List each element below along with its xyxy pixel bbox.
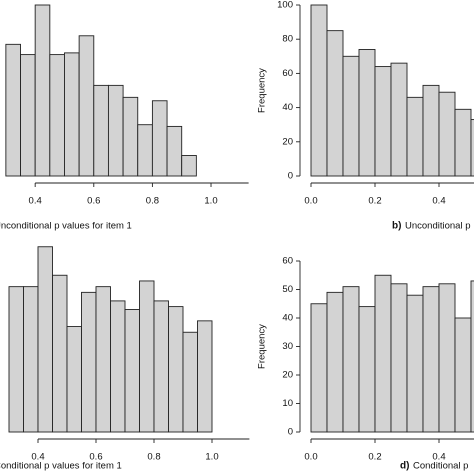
bar bbox=[110, 300, 126, 433]
x-tick-label: 0.0 bbox=[304, 452, 317, 463]
bar bbox=[326, 30, 344, 177]
chart-title: Unconditional p values for item 1 bbox=[0, 221, 132, 232]
bar bbox=[122, 96, 139, 177]
bar bbox=[93, 84, 109, 177]
x-tick-label: 0.4 bbox=[432, 196, 445, 207]
bar bbox=[470, 119, 474, 177]
y-tick-label: 20 bbox=[282, 370, 293, 381]
bar bbox=[181, 155, 197, 177]
y-tick-label: 40 bbox=[282, 313, 293, 324]
bar bbox=[166, 125, 183, 177]
bar bbox=[358, 49, 376, 177]
y-tick-label: 20 bbox=[282, 136, 293, 147]
y-tick-label: 60 bbox=[282, 68, 293, 79]
y-tick-label: 40 bbox=[282, 102, 293, 113]
bar bbox=[49, 54, 65, 177]
y-axis-label: Frequency bbox=[257, 324, 268, 369]
bar bbox=[358, 306, 376, 433]
bar bbox=[168, 306, 184, 433]
bar bbox=[197, 320, 213, 433]
bar bbox=[406, 96, 424, 177]
chart-title: Conditional p bbox=[413, 461, 468, 472]
bar bbox=[454, 108, 472, 177]
bar bbox=[66, 326, 82, 433]
bar bbox=[310, 4, 328, 177]
bar bbox=[52, 274, 68, 433]
bar bbox=[342, 286, 360, 433]
x-tick-label: 0.8 bbox=[146, 196, 159, 207]
chart-title: Unconditional p bbox=[405, 221, 471, 232]
bar bbox=[20, 54, 36, 177]
bar bbox=[37, 246, 53, 433]
y-tick-label: 60 bbox=[282, 256, 293, 267]
bar bbox=[374, 66, 392, 177]
bar bbox=[78, 35, 95, 177]
bar bbox=[454, 317, 472, 433]
bar bbox=[438, 91, 456, 177]
chart-title: Conditional p values for item 1 bbox=[0, 461, 122, 472]
y-tick-label: 10 bbox=[282, 398, 293, 409]
bar bbox=[139, 280, 155, 433]
bar bbox=[153, 300, 169, 433]
y-tick-label: 80 bbox=[282, 34, 293, 45]
bar bbox=[64, 52, 80, 177]
panel-tag: b) bbox=[392, 221, 401, 232]
x-tick-label: 0.4 bbox=[432, 452, 445, 463]
y-tick-label: 100 bbox=[277, 0, 293, 11]
x-tick-label: 0.6 bbox=[87, 196, 100, 207]
y-tick-label: 0 bbox=[288, 427, 293, 438]
bar bbox=[374, 274, 392, 433]
x-tick-label: 0.2 bbox=[368, 452, 381, 463]
x-tick-label: 0.0 bbox=[304, 196, 317, 207]
bar bbox=[406, 294, 424, 433]
y-axis-label: Frequency bbox=[257, 68, 268, 113]
bar bbox=[107, 84, 124, 177]
bar bbox=[310, 303, 328, 433]
bar bbox=[390, 283, 408, 433]
bar bbox=[422, 84, 440, 177]
bar bbox=[23, 286, 39, 433]
bar bbox=[422, 286, 440, 433]
bar bbox=[137, 124, 153, 177]
bar bbox=[34, 4, 51, 177]
x-tick-label: 0.6 bbox=[89, 452, 102, 463]
bar bbox=[342, 55, 360, 177]
x-tick-label: 1.0 bbox=[205, 452, 218, 463]
bar bbox=[151, 100, 168, 177]
bar bbox=[182, 331, 198, 433]
bar bbox=[438, 283, 456, 433]
bar bbox=[8, 286, 24, 433]
y-tick-label: 0 bbox=[288, 171, 293, 182]
bar bbox=[95, 286, 111, 433]
y-tick-label: 30 bbox=[282, 341, 293, 352]
x-tick-label: 0.2 bbox=[368, 196, 381, 207]
bar bbox=[470, 280, 474, 433]
x-tick-label: 1.0 bbox=[204, 196, 217, 207]
bar bbox=[390, 62, 408, 177]
x-tick-label: 0.8 bbox=[147, 452, 160, 463]
x-tick-label: 0.4 bbox=[31, 452, 44, 463]
bar bbox=[81, 291, 97, 433]
x-tick-label: 0.4 bbox=[29, 196, 42, 207]
bar bbox=[124, 309, 140, 433]
bar bbox=[326, 291, 344, 433]
y-tick-label: 50 bbox=[282, 284, 293, 295]
bar bbox=[5, 43, 21, 177]
panel-tag: d) bbox=[400, 461, 409, 472]
